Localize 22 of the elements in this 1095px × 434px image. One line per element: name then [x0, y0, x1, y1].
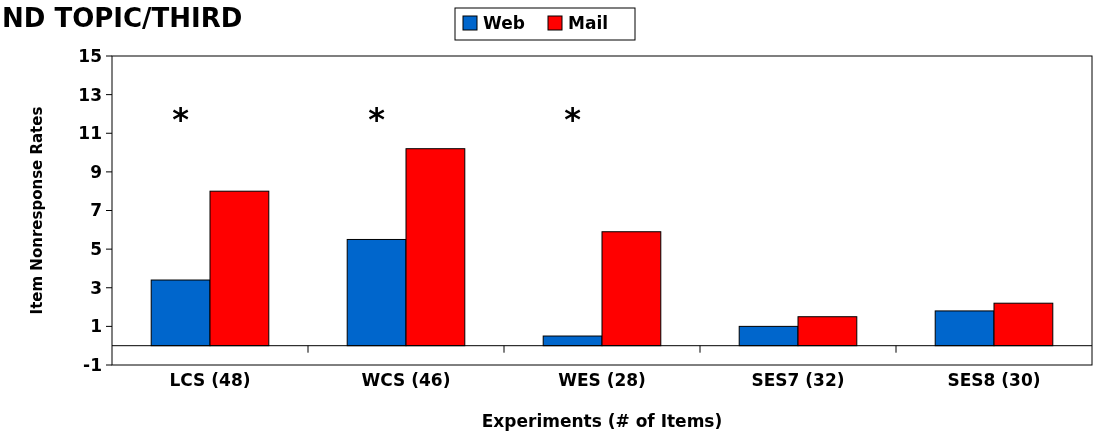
x-tick-label: SES8 (30) — [947, 370, 1041, 390]
x-tick-label: SES7 (32) — [751, 370, 845, 390]
annotation: * — [172, 100, 190, 138]
y-tick-label: 1 — [90, 316, 102, 337]
y-tick-label: 13 — [78, 84, 102, 105]
x-tick-label: WCS (46) — [361, 370, 451, 390]
chart-title: ND TOPIC/THIRD — [2, 3, 243, 33]
y-axis-title: Item Nonresponse Rates — [28, 106, 46, 315]
y-tick-label: -1 — [83, 354, 102, 375]
y-tick-label: 15 — [78, 45, 102, 66]
y-tick-label: 3 — [90, 277, 102, 298]
y-tick-label: 9 — [90, 161, 102, 182]
x-tick-label: LCS (48) — [169, 370, 251, 390]
x-axis-title: Experiments (# of Items) — [481, 411, 723, 431]
annotation: * — [564, 100, 582, 138]
y-tick-label: 5 — [90, 239, 102, 260]
y-tick-label: 7 — [90, 200, 102, 221]
x-tick-label: WES (28) — [558, 370, 646, 390]
annotation: * — [368, 100, 386, 138]
y-tick-label: 11 — [78, 123, 102, 144]
legend-label: Mail — [568, 12, 609, 33]
legend-label: Web — [483, 12, 525, 33]
